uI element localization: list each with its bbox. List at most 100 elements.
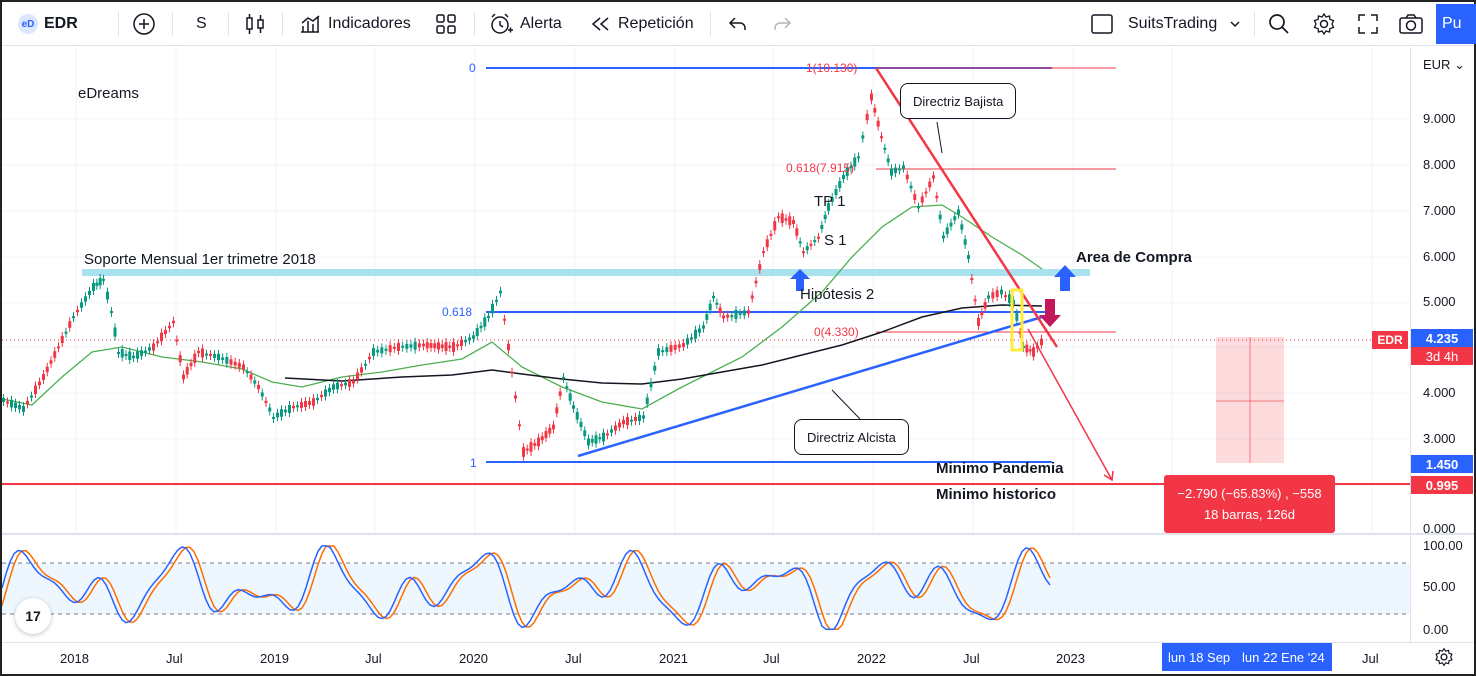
price-chart[interactable]: [2, 47, 1410, 533]
candle[interactable]: [92, 283, 95, 291]
candle[interactable]: [429, 343, 433, 348]
candle[interactable]: [920, 196, 924, 203]
stoch-d-line[interactable]: [2, 545, 1051, 631]
gear-icon[interactable]: [1434, 647, 1454, 667]
candle[interactable]: [598, 437, 602, 440]
support-label[interactable]: Soporte Mensual 1er trimetre 2018: [84, 251, 316, 268]
candle[interactable]: [18, 405, 21, 410]
candle[interactable]: [590, 438, 594, 443]
candle[interactable]: [452, 342, 455, 352]
candle[interactable]: [708, 303, 712, 311]
candle[interactable]: [762, 251, 765, 254]
main-chart-pane[interactable]: eDreams Soporte Mensual 1er trimetre 201…: [2, 47, 1410, 533]
candle[interactable]: [245, 371, 249, 374]
interval-button[interactable]: S: [196, 15, 207, 32]
candle[interactable]: [845, 167, 849, 177]
candle[interactable]: [242, 364, 245, 370]
min-historic-label[interactable]: Minimo historico: [936, 486, 1056, 503]
candle[interactable]: [1015, 313, 1019, 321]
candle[interactable]: [809, 243, 813, 246]
candle[interactable]: [444, 342, 448, 351]
candle[interactable]: [356, 372, 359, 380]
candle[interactable]: [902, 165, 905, 169]
candle[interactable]: [113, 327, 117, 337]
candle[interactable]: [6, 401, 9, 404]
candle[interactable]: [522, 447, 525, 457]
ma-green[interactable]: [2, 204, 1043, 410]
candle[interactable]: [694, 329, 697, 339]
search-button[interactable]: [1267, 2, 1291, 46]
chart-type-button[interactable]: [244, 2, 266, 46]
candle[interactable]: [464, 340, 467, 343]
candle[interactable]: [152, 343, 155, 351]
settings-button[interactable]: [1312, 2, 1336, 46]
candle[interactable]: [548, 427, 552, 434]
candle[interactable]: [876, 120, 880, 127]
candle[interactable]: [483, 317, 487, 327]
candle[interactable]: [540, 436, 544, 441]
uptrend-line[interactable]: [577, 315, 1043, 458]
candle[interactable]: [57, 346, 60, 349]
fullscreen-button[interactable]: [1356, 2, 1380, 46]
candle[interactable]: [618, 422, 621, 428]
candle[interactable]: [272, 416, 275, 419]
candle[interactable]: [1018, 331, 1022, 334]
candle[interactable]: [160, 332, 163, 342]
candle[interactable]: [368, 356, 371, 360]
candle[interactable]: [730, 315, 734, 318]
candle[interactable]: [132, 355, 135, 359]
candle[interactable]: [344, 382, 347, 386]
candle[interactable]: [634, 416, 637, 422]
candle[interactable]: [98, 278, 102, 286]
candle[interactable]: [784, 218, 788, 221]
candle[interactable]: [795, 228, 799, 236]
candle[interactable]: [820, 225, 824, 229]
candle[interactable]: [507, 343, 510, 351]
candle[interactable]: [352, 380, 355, 384]
projection-arrow-line[interactable]: [1027, 328, 1113, 481]
candle[interactable]: [909, 185, 913, 189]
candle[interactable]: [433, 343, 437, 349]
candle[interactable]: [726, 314, 730, 318]
stochastic-axis[interactable]: 100.00 50.00 0.00: [1410, 535, 1474, 642]
candle[interactable]: [413, 341, 417, 350]
candle[interactable]: [102, 278, 105, 281]
stoch-k-line[interactable]: [2, 545, 1051, 631]
candle[interactable]: [792, 220, 795, 224]
candle[interactable]: [409, 344, 413, 348]
time-axis[interactable]: 2018 Jul 2019 Jul 2020 Jul 2021 Jul 2022…: [2, 642, 1474, 674]
tp1-label[interactable]: TP 1: [814, 193, 846, 210]
candle[interactable]: [182, 374, 185, 380]
replay-button[interactable]: Repetición: [588, 2, 694, 46]
candle[interactable]: [1008, 294, 1011, 304]
candle[interactable]: [537, 437, 540, 447]
candle[interactable]: [780, 213, 784, 224]
candle[interactable]: [468, 337, 471, 341]
stochastic-chart[interactable]: [2, 535, 1410, 642]
candle[interactable]: [156, 341, 159, 344]
candle[interactable]: [738, 312, 742, 315]
candle[interactable]: [960, 224, 964, 230]
candle[interactable]: [870, 93, 873, 101]
candle[interactable]: [499, 290, 502, 294]
candle[interactable]: [117, 351, 120, 354]
candle[interactable]: [830, 197, 834, 202]
time-range-end[interactable]: lun 22 Ene '24: [1236, 643, 1332, 671]
candle[interactable]: [456, 344, 459, 347]
yellow-highlight[interactable]: [1010, 288, 1024, 352]
candle[interactable]: [292, 405, 295, 409]
candle[interactable]: [977, 318, 980, 326]
candle[interactable]: [970, 278, 974, 281]
candle[interactable]: [568, 393, 572, 401]
candle[interactable]: [364, 363, 367, 366]
candle[interactable]: [865, 113, 869, 121]
tradingview-logo-icon[interactable]: 17: [15, 598, 51, 634]
candle[interactable]: [575, 411, 579, 420]
buy-area-label[interactable]: Area de Compra: [1076, 249, 1192, 266]
candle[interactable]: [544, 431, 548, 438]
candle[interactable]: [813, 240, 817, 243]
candle[interactable]: [898, 168, 901, 171]
stochastic-pane[interactable]: [2, 535, 1410, 642]
candle[interactable]: [935, 195, 939, 199]
candle[interactable]: [677, 344, 681, 348]
